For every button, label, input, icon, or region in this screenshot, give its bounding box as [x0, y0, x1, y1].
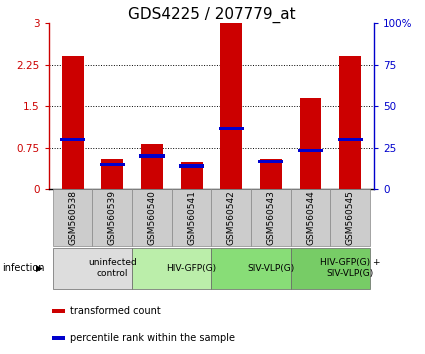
FancyBboxPatch shape [251, 189, 291, 246]
Bar [141, 144, 163, 189]
Text: transformed count: transformed count [70, 306, 161, 316]
Bar [181, 162, 203, 189]
Bar [219, 127, 244, 130]
Text: GSM560538: GSM560538 [68, 190, 77, 245]
FancyBboxPatch shape [291, 189, 330, 246]
FancyBboxPatch shape [132, 248, 212, 289]
Text: GSM560545: GSM560545 [346, 190, 355, 245]
FancyBboxPatch shape [291, 248, 370, 289]
Bar [179, 164, 204, 168]
Text: uninfected
control: uninfected control [88, 258, 137, 278]
Text: GSM560541: GSM560541 [187, 190, 196, 245]
Bar [300, 98, 321, 189]
Text: ▶: ▶ [36, 264, 43, 273]
Bar [220, 23, 242, 189]
Bar [260, 159, 282, 189]
Text: GSM560542: GSM560542 [227, 190, 236, 245]
Bar [139, 154, 164, 158]
FancyBboxPatch shape [93, 189, 132, 246]
Text: percentile rank within the sample: percentile rank within the sample [70, 333, 235, 343]
Title: GDS4225 / 207779_at: GDS4225 / 207779_at [128, 7, 295, 23]
FancyBboxPatch shape [53, 189, 93, 246]
Bar [52, 336, 65, 340]
Text: SIV-VLP(G): SIV-VLP(G) [247, 264, 295, 273]
Bar [60, 138, 85, 141]
Text: GSM560543: GSM560543 [266, 190, 275, 245]
Bar [258, 160, 283, 164]
FancyBboxPatch shape [330, 189, 370, 246]
FancyBboxPatch shape [212, 189, 251, 246]
Text: infection: infection [2, 263, 45, 273]
Text: GSM560540: GSM560540 [147, 190, 156, 245]
Bar [52, 309, 65, 313]
Bar [62, 56, 84, 189]
FancyBboxPatch shape [172, 189, 212, 246]
Text: GSM560539: GSM560539 [108, 190, 117, 245]
Bar [100, 162, 125, 166]
Bar [338, 138, 363, 141]
Text: HIV-GFP(G) +
SIV-VLP(G): HIV-GFP(G) + SIV-VLP(G) [320, 258, 380, 278]
FancyBboxPatch shape [132, 189, 172, 246]
Bar [339, 56, 361, 189]
Text: GSM560544: GSM560544 [306, 190, 315, 245]
FancyBboxPatch shape [212, 248, 291, 289]
Bar [298, 149, 323, 152]
Text: HIV-GFP(G): HIV-GFP(G) [167, 264, 217, 273]
Bar [102, 159, 123, 189]
FancyBboxPatch shape [53, 248, 132, 289]
